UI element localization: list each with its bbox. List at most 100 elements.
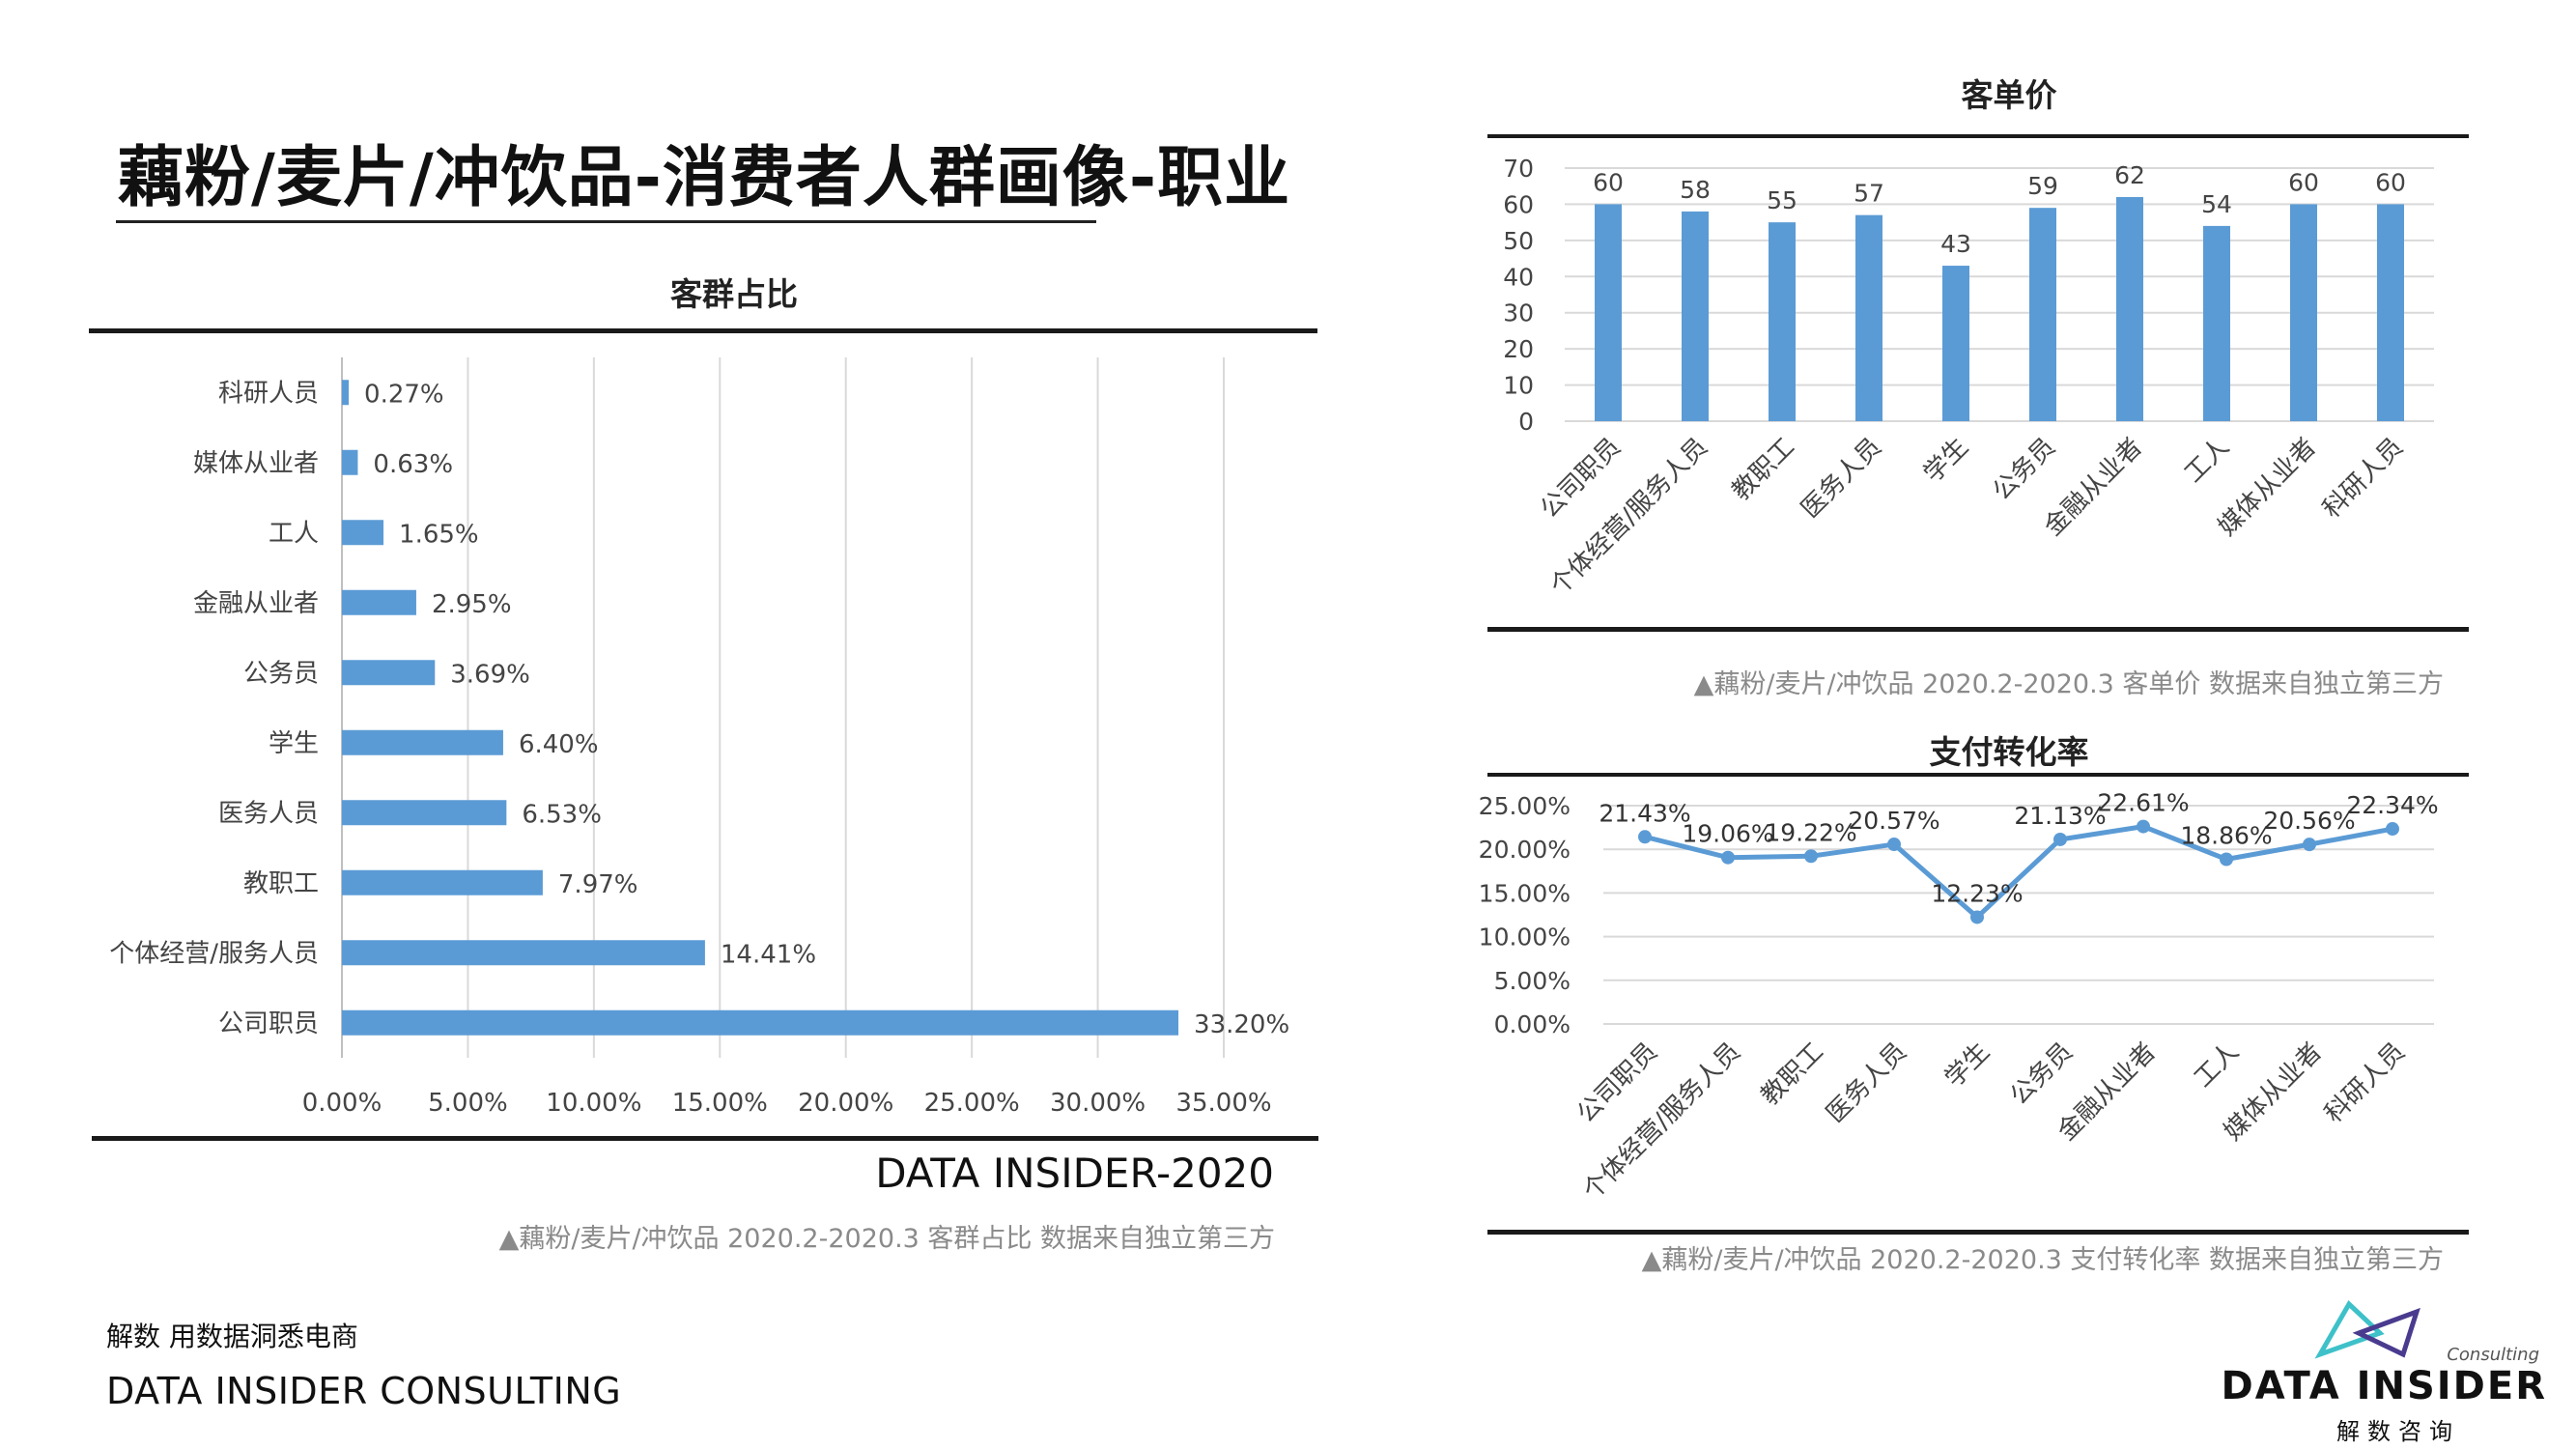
share-category-label: 学生 xyxy=(269,729,319,758)
share-bar xyxy=(342,449,358,475)
share-category-label: 教职工 xyxy=(243,869,319,898)
share-data-label: 0.63% xyxy=(373,450,453,479)
conversion-line xyxy=(1644,824,2393,920)
price-bar xyxy=(1942,266,1969,421)
price-bar xyxy=(2116,196,2143,421)
conversion-point xyxy=(2053,832,2067,846)
share-bar xyxy=(342,520,384,546)
share-bar xyxy=(342,660,436,686)
conversion-caption: ▲藕粉/麦片/冲饮品 2020.2-2020.3 支付转化率 数据来自独立第三方 xyxy=(1641,1245,2444,1275)
conversion-chart-title: 支付转化率 xyxy=(1929,733,2089,771)
page-title: 藕粉/麦片/冲饮品-消费者人群画像-职业 xyxy=(118,140,1291,216)
conversion-data-label: 22.34% xyxy=(2346,791,2438,819)
conversion-category-label: 教职工 xyxy=(1756,1037,1829,1111)
company-name: DATA INSIDER CONSULTING xyxy=(106,1370,622,1412)
share-bar xyxy=(342,589,416,615)
price-caption: ▲藕粉/麦片/冲饮品 2020.2-2020.3 客单价 数据来自独立第三方 xyxy=(1693,669,2444,699)
conversion-data-label: 21.43% xyxy=(1599,799,1690,827)
price-category-label: 学生 xyxy=(1918,433,1974,489)
share-bar xyxy=(342,869,543,895)
conversion-category-label: 医务人员 xyxy=(1821,1037,1912,1129)
price-category-label: 教职工 xyxy=(1727,433,1800,506)
share-caption: ▲藕粉/麦片/冲饮品 2020.2-2020.3 客群占比 数据来自独立第三方 xyxy=(498,1224,1275,1254)
share-category-label: 公务员 xyxy=(243,659,319,688)
share-bar xyxy=(342,729,503,755)
share-data-label: 1.65% xyxy=(399,520,479,549)
share-top-rule xyxy=(89,328,1317,333)
price-y-tick-label: 50 xyxy=(1503,227,1534,255)
price-data-label: 55 xyxy=(1767,186,1798,214)
share-data-label: 14.41% xyxy=(721,940,816,969)
price-category-label: 公务员 xyxy=(1988,433,2061,506)
conversion-data-label: 12.23% xyxy=(1931,879,2023,907)
price-bottom-rule xyxy=(1487,627,2469,632)
conversion-point xyxy=(1887,838,1901,852)
share-category-label: 金融从业者 xyxy=(193,589,319,618)
price-category-label: 个体经营/服务人员 xyxy=(1544,433,1713,601)
price-category-label: 公司职员 xyxy=(1535,433,1627,525)
share-category-label: 个体经营/服务人员 xyxy=(109,939,319,968)
price-category-label: 医务人员 xyxy=(1796,433,1887,525)
share-x-tick-label: 25.00% xyxy=(924,1089,1020,1118)
price-bar xyxy=(1855,214,1882,421)
share-bar xyxy=(342,940,705,966)
conversion-data-label: 21.13% xyxy=(2014,802,2106,830)
share-data-label: 2.95% xyxy=(432,590,512,619)
conversion-category-label: 科研人员 xyxy=(2319,1037,2411,1129)
title-underline xyxy=(116,220,1096,223)
share-x-tick-label: 10.00% xyxy=(546,1089,641,1118)
share-category-label: 工人 xyxy=(269,519,319,548)
conversion-category-label: 个体经营/服务人员 xyxy=(1577,1037,1745,1206)
price-y-tick-label: 60 xyxy=(1503,190,1534,218)
share-data-label: 33.20% xyxy=(1194,1010,1289,1039)
conversion-category-label: 学生 xyxy=(1939,1037,1996,1094)
price-y-tick-label: 30 xyxy=(1503,299,1534,327)
share-bar-chart: 0.00% 5.00% 10.00% 15.00% 20.00% 25.00% 30.00%… xyxy=(109,357,1289,1118)
conversion-line-chart: 0.00% 5.00% 10.00% 15.00% 20.00% 25.00% 21.43%… xyxy=(1479,789,2439,1207)
conversion-point xyxy=(1638,830,1652,844)
brand-year: DATA INSIDER-2020 xyxy=(875,1150,1274,1197)
share-chart-title: 客群占比 xyxy=(670,275,798,313)
share-data-label: 3.69% xyxy=(450,660,530,689)
conversion-category-label: 公务员 xyxy=(2005,1037,2079,1111)
price-y-tick-label: 10 xyxy=(1503,372,1534,400)
price-data-label: 60 xyxy=(1593,168,1624,196)
conversion-point xyxy=(2303,838,2316,852)
price-chart-title: 客单价 xyxy=(1961,76,2057,114)
conversion-data-label: 19.22% xyxy=(1765,818,1856,846)
price-bar xyxy=(2377,204,2404,421)
conversion-y-tick-label: 0.00% xyxy=(1494,1010,1571,1038)
price-data-label: 60 xyxy=(2375,168,2406,196)
logo-mark-icon xyxy=(2314,1300,2420,1359)
conversion-y-tick-label: 5.00% xyxy=(1494,967,1571,995)
share-category-label: 科研人员 xyxy=(218,379,319,408)
share-bar xyxy=(342,380,350,406)
share-bottom-rule xyxy=(92,1136,1318,1141)
price-top-rule xyxy=(1487,134,2469,138)
share-category-label: 媒体从业者 xyxy=(193,449,319,478)
conversion-category-label: 工人 xyxy=(2189,1037,2245,1094)
share-x-tick-label: 30.00% xyxy=(1050,1089,1146,1118)
conversion-data-label: 18.86% xyxy=(2180,822,2272,850)
price-data-label: 59 xyxy=(2027,172,2058,200)
conversion-point xyxy=(2137,819,2150,834)
slogan: 解数 用数据洞悉电商 xyxy=(106,1321,358,1352)
share-x-tick-label: 35.00% xyxy=(1175,1089,1271,1118)
price-bar xyxy=(1595,204,1622,421)
price-data-label: 43 xyxy=(1940,230,1971,258)
conversion-data-label: 22.61% xyxy=(2097,789,2189,817)
conversion-data-label: 19.06% xyxy=(1682,820,1773,848)
conversion-y-tick-label: 10.00% xyxy=(1479,923,1571,952)
share-category-label: 医务人员 xyxy=(218,799,319,828)
logo-subtitle: 解数咨询 xyxy=(2336,1418,2460,1445)
price-y-tick-label: 0 xyxy=(1518,408,1534,436)
conversion-data-label: 20.57% xyxy=(1848,807,1939,835)
price-y-tick-label: 20 xyxy=(1503,335,1534,363)
share-data-label: 0.27% xyxy=(364,380,444,409)
price-y-tick-label: 40 xyxy=(1503,263,1534,291)
conversion-point xyxy=(1804,849,1818,864)
price-data-label: 57 xyxy=(1854,180,1884,208)
conversion-top-rule xyxy=(1487,773,2469,777)
share-category-label: 公司职员 xyxy=(218,1009,319,1038)
price-bar xyxy=(2203,225,2230,421)
